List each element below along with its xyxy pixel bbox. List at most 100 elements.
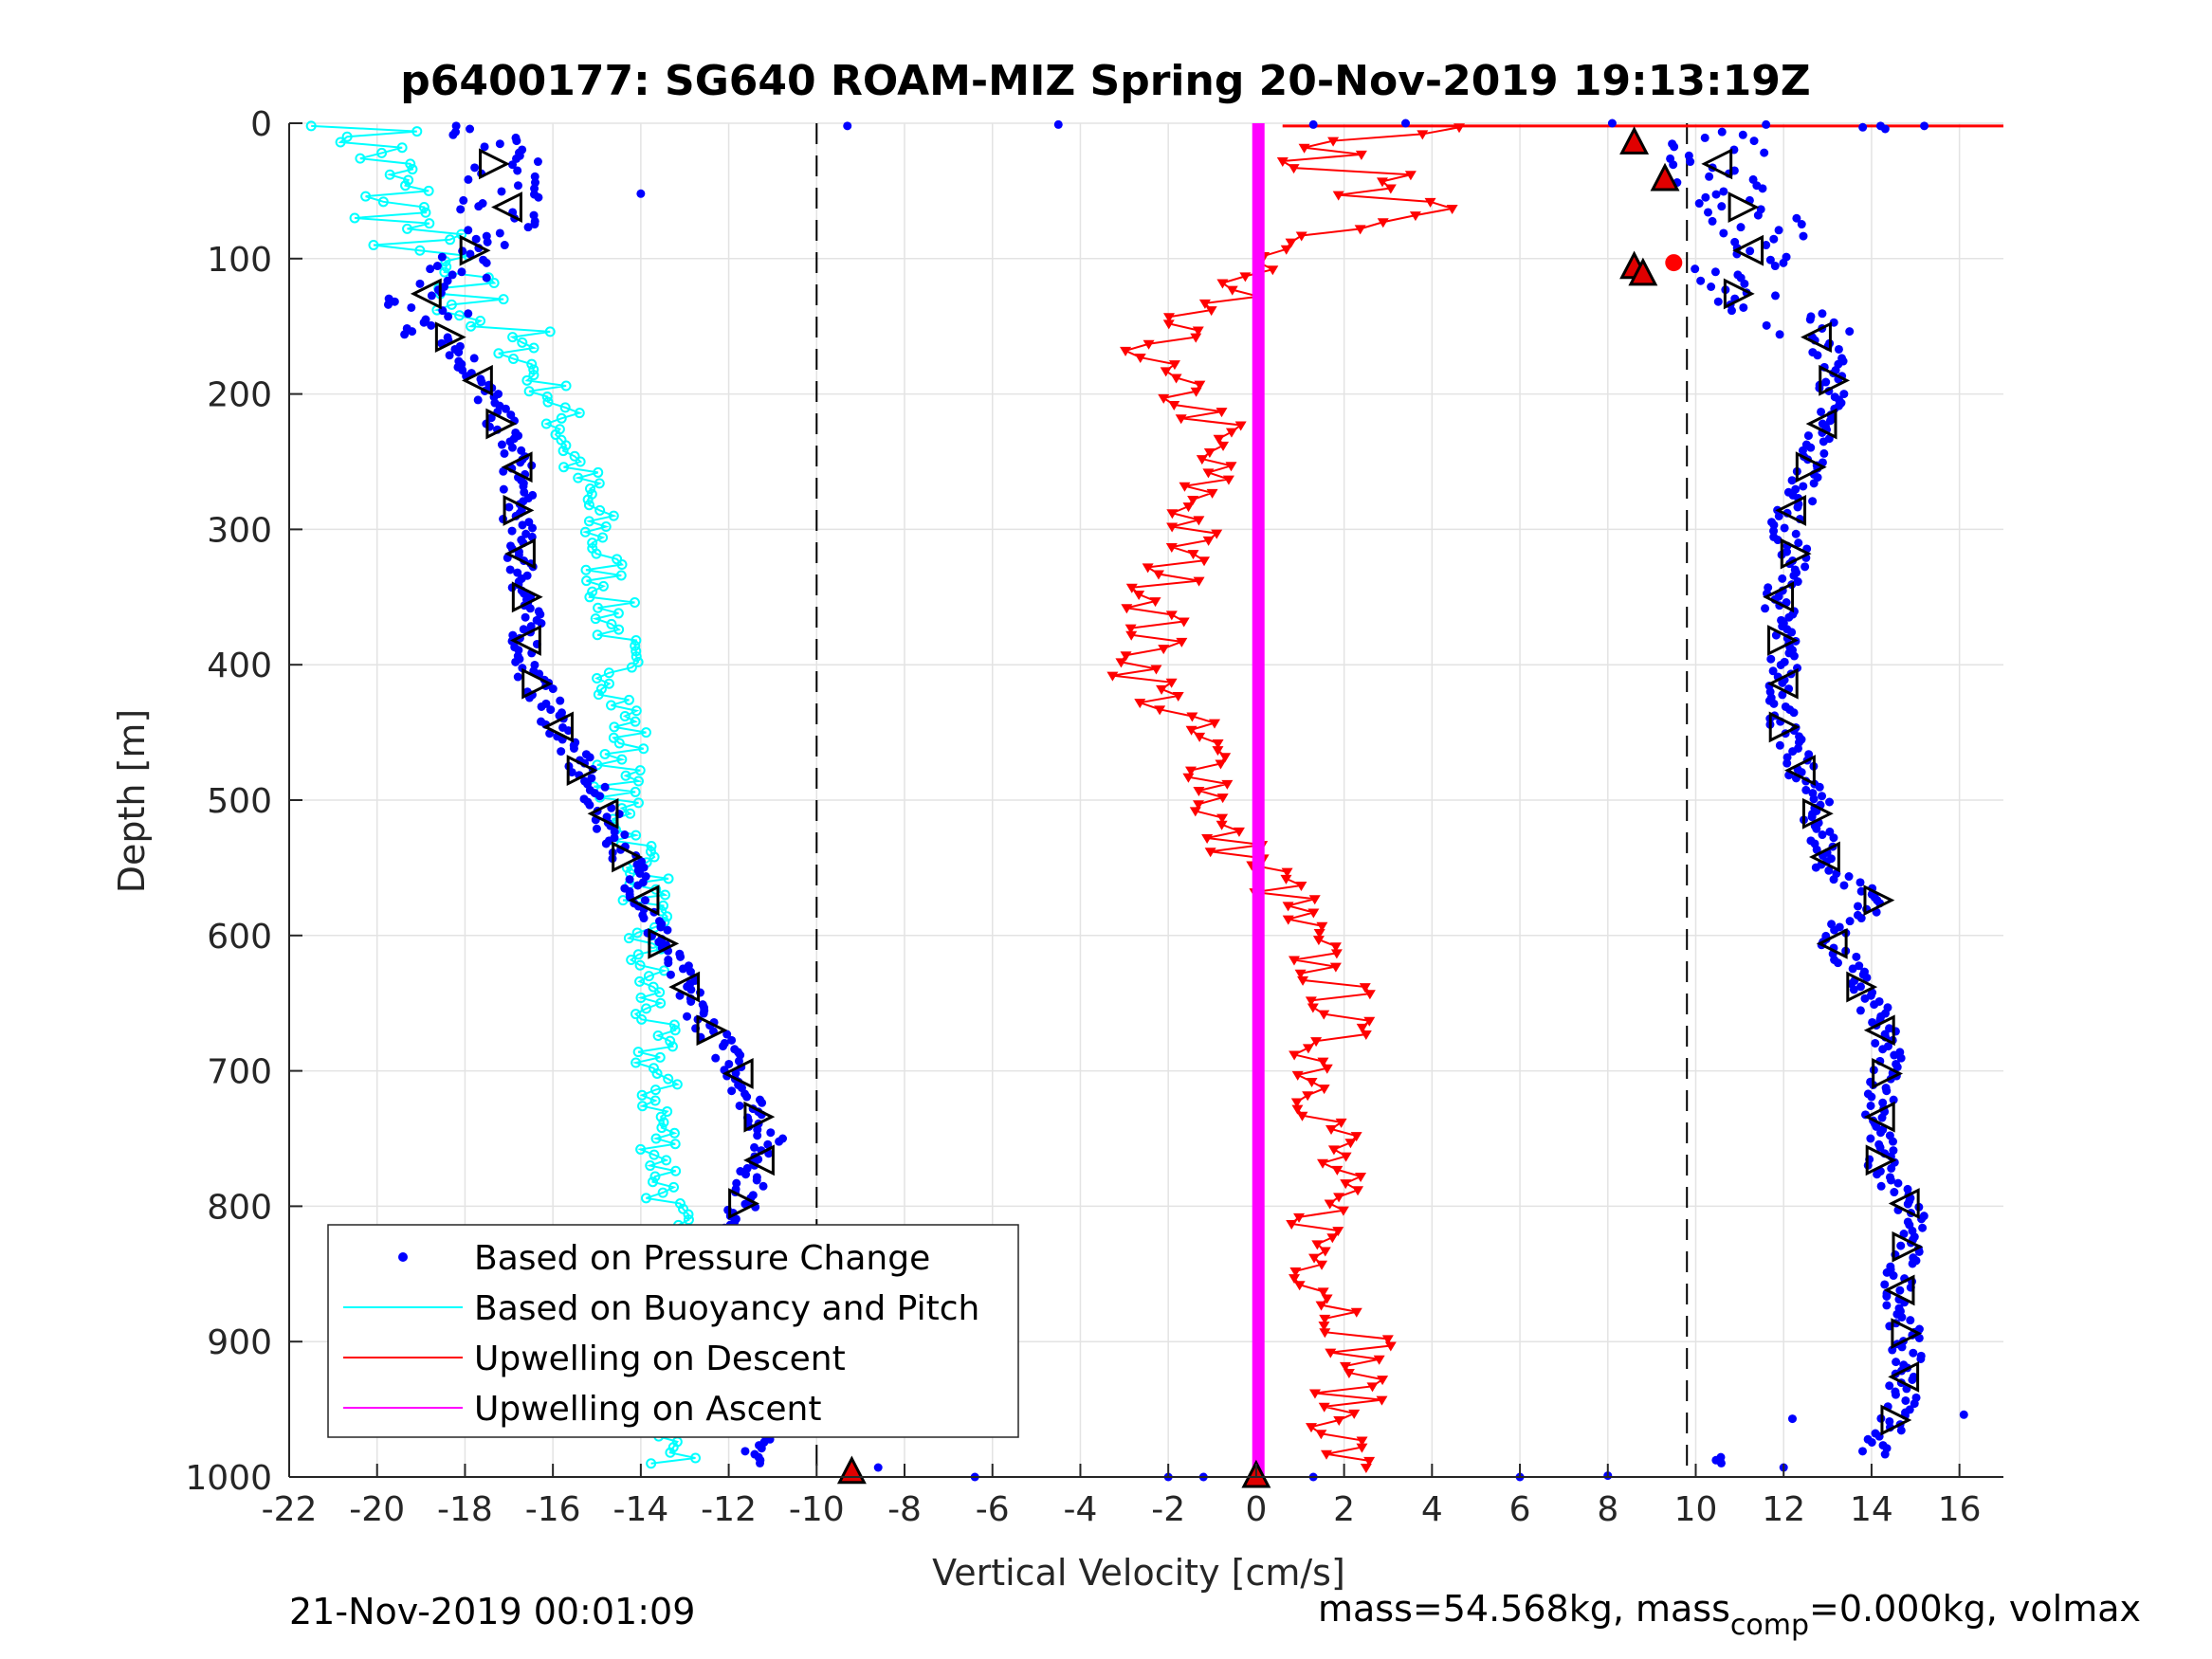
- waypoint-triangle: [461, 364, 493, 396]
- pressure-point: [500, 241, 509, 250]
- descent-point: [1356, 1436, 1368, 1447]
- pressure-point: [499, 484, 508, 494]
- buoyancy-point: [626, 662, 637, 673]
- pressure-point: [569, 743, 578, 753]
- buoyancy-point: [584, 483, 595, 495]
- pressure-point: [523, 223, 533, 232]
- buoyancy-point: [349, 212, 360, 224]
- descent-point: [1156, 684, 1168, 695]
- descent-point: [1326, 1233, 1339, 1244]
- descent-point: [1158, 393, 1170, 404]
- pressure-point: [1719, 228, 1728, 238]
- pressure-point: [507, 526, 517, 536]
- descent-point: [1325, 1125, 1338, 1136]
- pressure-point: [454, 348, 464, 357]
- buoyancy-point: [654, 987, 666, 998]
- pressure-point: [1774, 511, 1783, 520]
- waypoint-triangle: [542, 711, 574, 743]
- buoyancy-point: [445, 234, 456, 246]
- pressure-point: [556, 696, 565, 705]
- descent-point: [1187, 550, 1199, 560]
- pressure-point: [1885, 1024, 1894, 1033]
- pressure-point: [1765, 255, 1775, 264]
- waypoint-triangle: [1732, 234, 1764, 266]
- x-tick-label: -6: [976, 1490, 1010, 1529]
- pressure-point: [557, 747, 566, 757]
- pressure-point: [533, 157, 542, 167]
- pressure-point: [390, 297, 399, 306]
- pressure-point: [1780, 523, 1789, 533]
- buoyancy-point: [668, 1019, 680, 1030]
- pressure-point: [497, 440, 506, 449]
- buoyancy-point: [592, 629, 603, 641]
- pressure-point: [775, 1137, 784, 1146]
- buoyancy-point: [665, 1447, 676, 1458]
- pressure-point: [1856, 1006, 1865, 1015]
- y-tick-label: 0: [250, 105, 272, 144]
- descent-point: [1377, 218, 1389, 228]
- pressure-point: [757, 1444, 766, 1453]
- pressure-point: [683, 1012, 692, 1021]
- footer-mass-sub: comp: [1730, 1609, 1809, 1642]
- buoyancy-point: [592, 672, 603, 684]
- descent-point: [1176, 637, 1188, 647]
- waypoint-triangle: [1863, 884, 1895, 917]
- pressure-point: [482, 258, 491, 267]
- pressure-point: [1887, 1163, 1896, 1173]
- pressure-point: [625, 875, 634, 884]
- descent-point: [1332, 1227, 1344, 1237]
- pressure-point: [1809, 794, 1819, 804]
- descent-point: [1293, 1281, 1306, 1291]
- descent-point: [1339, 1361, 1351, 1372]
- x-tick-label: 0: [1245, 1490, 1267, 1529]
- buoyancy-point: [580, 564, 592, 575]
- buoyancy-point: [528, 342, 539, 354]
- pressure-point: [1813, 351, 1822, 360]
- descent-point: [1206, 488, 1218, 499]
- waypoint-triangle: [511, 581, 543, 613]
- descent-point: [1154, 705, 1166, 716]
- pressure-point: [601, 839, 611, 848]
- descent-point: [1158, 645, 1170, 655]
- descent-point: [1193, 800, 1205, 811]
- buoyancy-point: [526, 358, 538, 370]
- x-tick-label: 4: [1421, 1490, 1443, 1529]
- descent-point: [1149, 597, 1161, 608]
- pressure-point: [1896, 1241, 1906, 1250]
- waypoint-triangle: [1819, 364, 1851, 396]
- buoyancy-point: [654, 1051, 666, 1063]
- descent-point: [1216, 279, 1229, 289]
- x-tick-label: -18: [437, 1490, 493, 1529]
- buoyancy-point: [631, 651, 642, 663]
- buoyancy-point: [595, 684, 607, 695]
- pressure-point: [470, 163, 480, 173]
- pressure-point: [495, 139, 504, 149]
- x-tick-label: -12: [701, 1490, 757, 1529]
- buoyancy-point: [403, 174, 414, 186]
- buoyancy-point: [559, 402, 571, 413]
- pressure-point: [426, 264, 435, 274]
- buoyancy-point: [606, 618, 617, 629]
- pressure-point: [504, 502, 514, 512]
- pressure-point: [1856, 982, 1866, 992]
- buoyancy-point: [593, 466, 604, 478]
- pressure-point: [1830, 925, 1839, 935]
- buoyancy-point: [613, 624, 625, 635]
- descent-point: [1366, 1382, 1379, 1393]
- pressure-point: [1918, 1223, 1928, 1232]
- pressure-point: [537, 619, 546, 629]
- pressure-point: [546, 705, 556, 715]
- pressure-point: [1880, 1449, 1890, 1459]
- buoyancy-point: [630, 640, 641, 651]
- pressure-point: [1773, 536, 1782, 545]
- descent-point: [1332, 191, 1344, 201]
- descent-point: [1404, 171, 1417, 181]
- buoyancy-point: [587, 586, 598, 597]
- pressure-point: [1401, 118, 1411, 128]
- pressure-point: [1829, 833, 1838, 843]
- buoyancy-point: [584, 592, 595, 603]
- y-tick-label: 800: [207, 1188, 272, 1227]
- descent-point: [1276, 156, 1289, 167]
- descent-point: [1319, 1247, 1331, 1257]
